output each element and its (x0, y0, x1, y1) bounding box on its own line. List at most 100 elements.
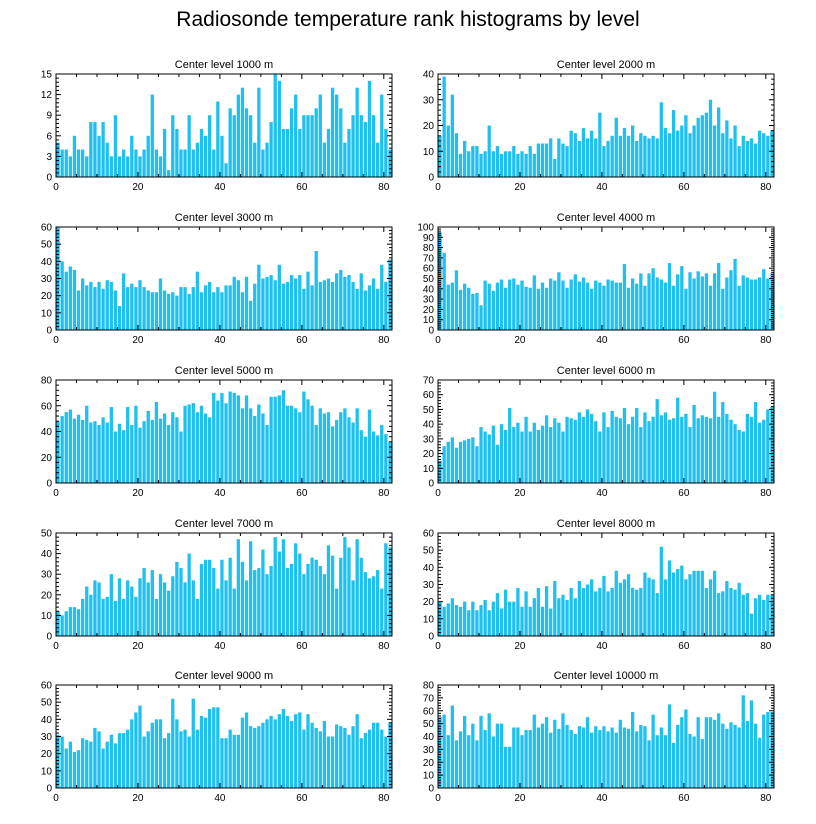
bar (171, 412, 175, 483)
bar (733, 424, 737, 483)
bar (737, 430, 741, 483)
bar (142, 568, 146, 636)
bar (536, 727, 541, 788)
bar (232, 392, 236, 484)
bar (717, 263, 721, 330)
bar (581, 128, 586, 177)
bar (635, 731, 639, 788)
bar (359, 738, 363, 788)
bar (676, 397, 680, 483)
bar (224, 580, 228, 636)
bar (105, 142, 109, 177)
bar (171, 115, 175, 177)
bar (330, 555, 335, 636)
bar (208, 281, 212, 330)
y-tick-label: 40 (423, 732, 435, 743)
bar (553, 158, 557, 177)
bar (89, 422, 93, 483)
bar (60, 416, 64, 483)
bar (450, 598, 454, 636)
bar (146, 135, 150, 177)
bar (655, 138, 659, 178)
bar (438, 717, 442, 788)
bar (339, 269, 343, 330)
bar (265, 719, 269, 788)
bar (532, 153, 536, 177)
bar (651, 579, 655, 636)
bar (684, 115, 688, 177)
bar (602, 412, 606, 483)
bar (371, 576, 376, 636)
bar (635, 140, 639, 177)
y-tick-label: 50 (41, 529, 53, 540)
bar (471, 293, 475, 330)
bar (725, 413, 729, 483)
bar (93, 122, 97, 177)
bar (294, 543, 298, 636)
bar (232, 115, 236, 177)
bar (285, 568, 290, 636)
bar (667, 263, 672, 330)
bar (89, 594, 93, 636)
bar (138, 427, 142, 483)
bar (671, 572, 676, 636)
y-tick-label: 60 (423, 264, 435, 275)
panel-3: Center level 3000 m 0 20 40 60 80 0 10 20 30 40 50 6… (41, 212, 393, 346)
bar (351, 726, 355, 788)
bar (508, 601, 512, 636)
x-tick-label: 40 (214, 488, 226, 499)
y-tick-label: 6 (46, 131, 52, 142)
bar (540, 143, 545, 177)
bar (289, 275, 294, 330)
bar (471, 601, 475, 636)
bar (717, 713, 721, 788)
bar (684, 709, 688, 788)
bar (450, 437, 454, 483)
bar (232, 588, 236, 636)
y-tick-label: 10 (423, 147, 435, 158)
y-tick-label: 20 (41, 590, 53, 601)
bar (216, 287, 220, 330)
bar (162, 128, 167, 177)
bar (130, 586, 134, 636)
bar (326, 545, 331, 636)
bar (442, 714, 446, 788)
bar (359, 273, 363, 330)
x-tick-label: 20 (514, 793, 526, 804)
bar (573, 598, 577, 636)
bar (371, 115, 376, 177)
bar (326, 278, 331, 330)
bar (183, 582, 187, 636)
bar (553, 418, 557, 483)
y-tick-label: 40 (423, 284, 435, 295)
bar (351, 115, 355, 177)
y-tick-label: 60 (423, 529, 435, 540)
bar (438, 460, 442, 483)
bar (667, 704, 672, 788)
bar (696, 271, 700, 330)
bar (248, 408, 253, 483)
y-tick-label: 20 (423, 305, 435, 316)
bar (614, 117, 618, 177)
panel-title: Center level 6000 m (557, 365, 655, 377)
bar (339, 726, 343, 788)
bar (138, 156, 142, 177)
bar (458, 441, 463, 483)
bar (240, 408, 245, 483)
bar (261, 549, 265, 636)
bar (495, 282, 500, 330)
bar (355, 87, 359, 177)
bar (261, 722, 265, 788)
bar (606, 140, 610, 177)
y-tick-label: 60 (423, 390, 435, 401)
bar (310, 557, 314, 636)
bar (376, 142, 380, 177)
bar (618, 135, 622, 177)
bar (183, 149, 187, 177)
bar (298, 712, 302, 788)
bar (503, 746, 508, 788)
bar (109, 734, 113, 788)
bar (298, 412, 302, 483)
bar (322, 574, 327, 636)
bar (581, 416, 586, 483)
